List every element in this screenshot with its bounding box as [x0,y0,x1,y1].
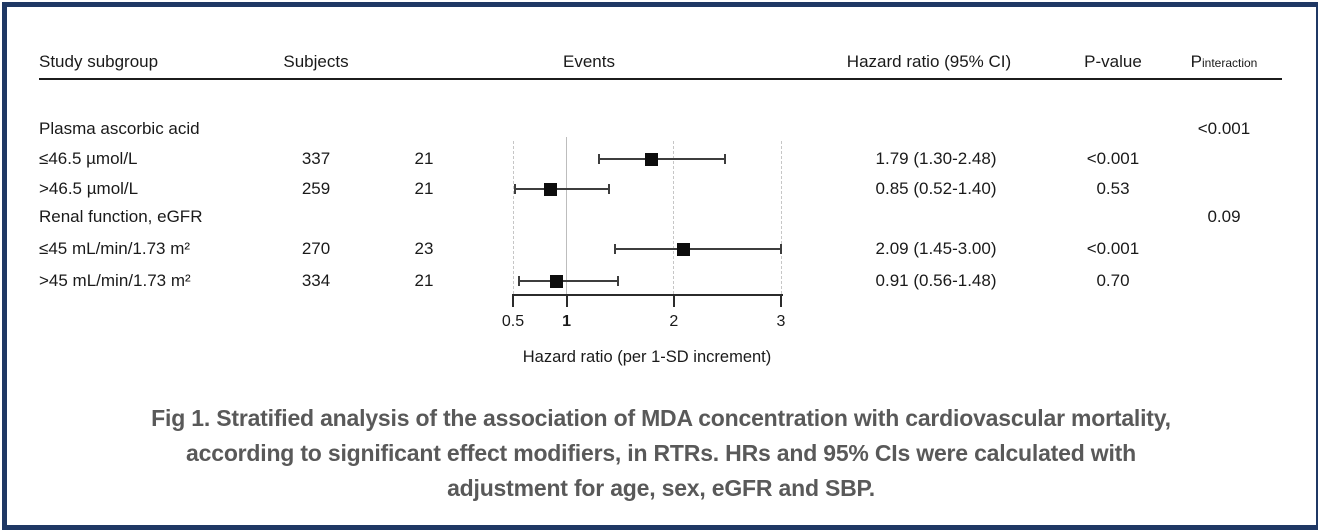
ci-cap-high [617,276,620,286]
table-row: >45 mL/min/1.73 m² 334 21 0.91 (0.56-1.48) 0… [7,268,1315,294]
x-tick-label: 0.5 [501,313,525,330]
p-value: 0.70 [1096,271,1130,290]
forest-plot: Hazard ratio (per 1-SD increment) 0.5 1 2 3 [502,137,785,381]
ci-cap-low [597,154,600,164]
events-value: 21 [414,149,434,168]
caption-line-3: adjustment for age, sex, eGFR and SBP. [447,475,875,501]
header-study-subgroup: Study subgroup [39,52,159,71]
p-interaction-value: 0.09 [1207,207,1241,226]
ci-cap-high [724,154,727,164]
figure-caption: Fig 1. Stratified analysis of the associ… [7,401,1315,506]
x-axis-tick [565,296,568,307]
subgroup-label: >46.5 µmol/L [39,179,139,198]
header-hazard-ratio: Hazard ratio (95% CI) [846,52,1012,71]
p-interaction-value: <0.001 [1197,119,1251,138]
hr-point-marker [676,242,690,256]
ci-cap-low [518,276,521,286]
x-axis-tick [512,296,514,307]
events-value: 23 [414,239,434,258]
subjects-value: 337 [301,149,331,168]
figure-canvas: Study subgroup Subjects Events Hazard ra… [7,7,1315,524]
x-tick-label: 3 [776,313,786,330]
dashed-gridline [673,141,675,294]
ci-cap-low [613,244,616,254]
events-value: 21 [414,179,434,198]
events-value: 21 [414,271,434,290]
ci-cap-high [608,184,611,194]
p-interaction-sub: interaction [1201,56,1258,70]
x-tick-label: 1 [562,313,572,330]
hazard-ratio-value: 1.79 (1.30-2.48) [875,149,997,168]
table-row: ≤46.5 µmol/L 337 21 1.79 (1.30-2.48) <0.001 [7,146,1315,172]
ci-whisker [614,248,781,250]
header-events: Events [563,52,615,71]
header-divider [39,78,1282,80]
table-row: Plasma ascorbic acid <0.001 [7,116,1315,142]
header-subjects: Subjects [283,52,349,71]
subjects-value: 270 [301,239,331,258]
subgroup-label: ≤46.5 µmol/L [39,149,138,168]
subgroup-label: Renal function, eGFR [39,207,203,226]
x-axis-title: Hazard ratio (per 1-SD increment) [522,348,772,366]
p-value: <0.001 [1086,149,1140,168]
x-axis-tick [672,296,675,307]
header-p-interaction: Pinteraction [1169,49,1279,75]
table-row: Renal function, eGFR 0.09 [7,204,1315,230]
ci-cap-high [780,244,782,254]
x-axis-tick [780,296,782,307]
ci-cap-low [514,184,517,194]
caption-line-2: according to significant effect modifier… [186,440,1136,466]
x-tick-label: 2 [669,313,679,330]
subgroup-label: ≤45 mL/min/1.73 m² [39,239,191,258]
dashed-gridline [780,141,782,294]
hazard-ratio-value: 0.85 (0.52-1.40) [875,179,997,198]
x-axis-line [512,294,783,296]
p-value: 0.53 [1096,179,1130,198]
hazard-ratio-value: 2.09 (1.45-3.00) [875,239,997,258]
table-row: ≤45 mL/min/1.73 m² 270 23 2.09 (1.45-3.00) <… [7,236,1315,262]
ci-whisker [515,188,610,190]
table-row: >46.5 µmol/L 259 21 0.85 (0.52-1.40) 0.53 [7,176,1315,202]
ci-whisker [598,158,726,160]
reference-line [566,137,568,294]
subgroup-label: Plasma ascorbic acid [39,119,200,138]
subgroup-label: >45 mL/min/1.73 m² [39,271,191,290]
p-value: <0.001 [1086,239,1140,258]
ci-whisker [519,280,619,282]
hr-point-marker [644,152,658,166]
hazard-ratio-value: 0.91 (0.56-1.48) [875,271,997,290]
header-p-value: P-value [1084,52,1142,71]
p-interaction-main: P [1190,52,1202,71]
caption-line-1: Fig 1. Stratified analysis of the associ… [151,405,1171,431]
hr-point-marker [550,274,564,288]
subjects-value: 334 [301,271,331,290]
subjects-value: 259 [301,179,331,198]
hr-point-marker [544,182,558,196]
dashed-gridline [512,141,514,294]
